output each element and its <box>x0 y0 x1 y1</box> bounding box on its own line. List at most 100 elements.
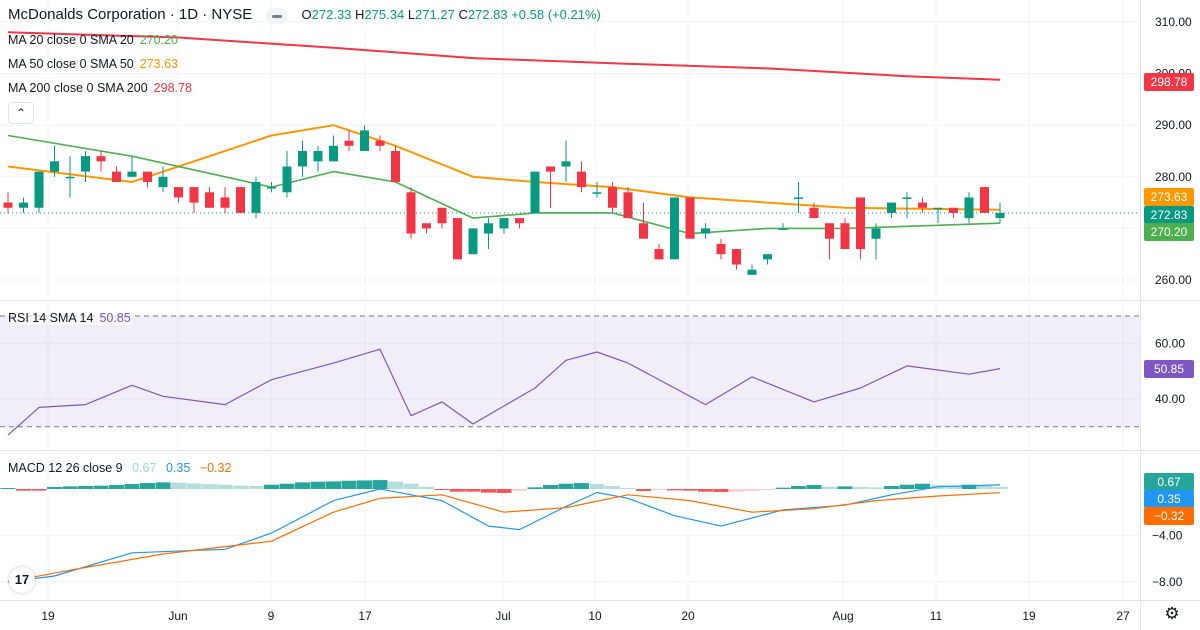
candle <box>50 145 59 177</box>
macd-hist-bar <box>713 489 729 492</box>
candle <box>778 223 788 230</box>
time-axis: 19 Jun 9 17 Jul 10 20 Aug 11 19 27 <box>41 609 1130 623</box>
macd-hist-bar <box>248 486 264 489</box>
candle-body <box>189 187 199 203</box>
macd-legend[interactable]: MACD 12 26 close 9 0.67 0.35 −0.32 <box>8 461 232 475</box>
candle <box>670 197 679 260</box>
candle <box>933 207 943 224</box>
candle <box>158 166 168 193</box>
candle <box>344 130 354 151</box>
candle-body <box>902 197 912 199</box>
candle-body <box>561 161 571 167</box>
candle-body <box>112 171 121 182</box>
candle-body <box>577 171 586 188</box>
rsi-tick-label: 40.00 <box>1155 392 1185 406</box>
macd-hist-bar <box>124 484 140 489</box>
candle-body <box>747 269 757 275</box>
candle <box>282 151 292 198</box>
candle <box>918 197 927 213</box>
candle-body <box>329 145 338 162</box>
macd-hist-bar <box>791 486 806 489</box>
candle-body <box>143 171 152 182</box>
ma50-legend[interactable]: MA 50 close 0 SMA 50 273.63 <box>8 57 178 71</box>
macd-hist-bar <box>806 485 822 489</box>
eye-toggle-icon[interactable] <box>265 7 288 24</box>
macd-hist-bar <box>233 485 248 489</box>
candle <box>34 171 44 213</box>
candle-body <box>887 202 896 213</box>
candle-body <box>608 187 617 208</box>
candle-body <box>267 187 276 189</box>
macd-hist-bar <box>698 489 713 492</box>
candle <box>561 140 571 182</box>
ma50-price-label: 273.63 <box>1144 188 1194 206</box>
candle <box>422 223 431 234</box>
candle <box>747 264 757 275</box>
candle <box>592 181 602 198</box>
candle <box>608 181 617 213</box>
candle-body <box>282 166 292 193</box>
candle <box>143 171 152 188</box>
candle-body <box>344 140 354 146</box>
macd-hist-bar <box>915 483 930 489</box>
candle <box>3 192 13 213</box>
ma200-legend[interactable]: MA 200 close 0 SMA 200 298.78 <box>8 81 192 95</box>
time-tick-label: 19 <box>1022 609 1036 623</box>
candle <box>236 187 245 213</box>
macd-hist-bar <box>341 480 357 489</box>
ma200-price-label: 298.78 <box>1144 73 1194 91</box>
candle <box>189 187 199 213</box>
macd-tick-label: −4.00 <box>1152 528 1183 542</box>
macd-hist-bar <box>295 482 310 489</box>
macd-hist-bar <box>109 485 124 489</box>
plot-area <box>0 31 1140 583</box>
macd-hist-bar <box>47 487 62 489</box>
candle <box>856 197 865 260</box>
rsi-legend[interactable]: RSI 14 SMA 14 50.85 <box>8 311 131 325</box>
candle-body <box>50 161 59 172</box>
macd-hist-bar <box>171 482 186 489</box>
macd-hist-bar <box>682 489 698 491</box>
macd-hist-bar <box>0 488 16 490</box>
macd-hist-bar <box>899 484 915 489</box>
candle <box>623 187 633 219</box>
price-tick-label: 280.00 <box>1155 170 1192 184</box>
candle <box>313 145 323 172</box>
rsi-tick-label: 60.00 <box>1155 337 1185 351</box>
macd-hist-bar <box>868 487 884 489</box>
tradingview-logo-icon[interactable]: 17 <box>9 567 35 593</box>
ma20-legend[interactable]: MA 20 close 0 SMA 20 270.20 <box>8 33 178 47</box>
symbol-title[interactable]: McDonalds Corporation · 1D · NYSE <box>8 6 253 23</box>
candle-body <box>980 187 989 213</box>
candle <box>949 207 958 219</box>
time-tick-label: Aug <box>832 609 853 623</box>
time-tick-label: 27 <box>1116 609 1130 623</box>
macd-line <box>7 484 1001 583</box>
ma50-line <box>7 124 1001 211</box>
macd-hist-bar <box>961 484 977 489</box>
candle-body <box>515 218 524 224</box>
macd-hist-bar <box>279 483 295 489</box>
candle-body <box>778 228 788 230</box>
macd-hist-bar <box>496 489 512 493</box>
candle-body <box>96 156 106 162</box>
macd-hist-label: 0.67 <box>1144 473 1194 491</box>
candle-body <box>623 192 633 219</box>
candle-body <box>158 176 168 188</box>
signal-line-label: −0.32 <box>1144 507 1194 525</box>
time-tick-label: 20 <box>681 609 695 623</box>
macd-hist-bar <box>403 483 419 489</box>
candle <box>375 135 385 151</box>
candle <box>329 135 338 162</box>
settings-gear-icon[interactable]: ⚙ <box>1164 604 1180 623</box>
candle <box>515 218 524 229</box>
candle <box>685 197 695 239</box>
macd-hist-bar <box>155 482 171 489</box>
candle <box>267 181 276 193</box>
macd-hist-bar <box>78 486 93 489</box>
macd-hist-bar <box>264 484 279 489</box>
macd-line-label: 0.35 <box>1144 490 1194 508</box>
collapse-legend-button[interactable]: ⌃ <box>8 102 34 124</box>
